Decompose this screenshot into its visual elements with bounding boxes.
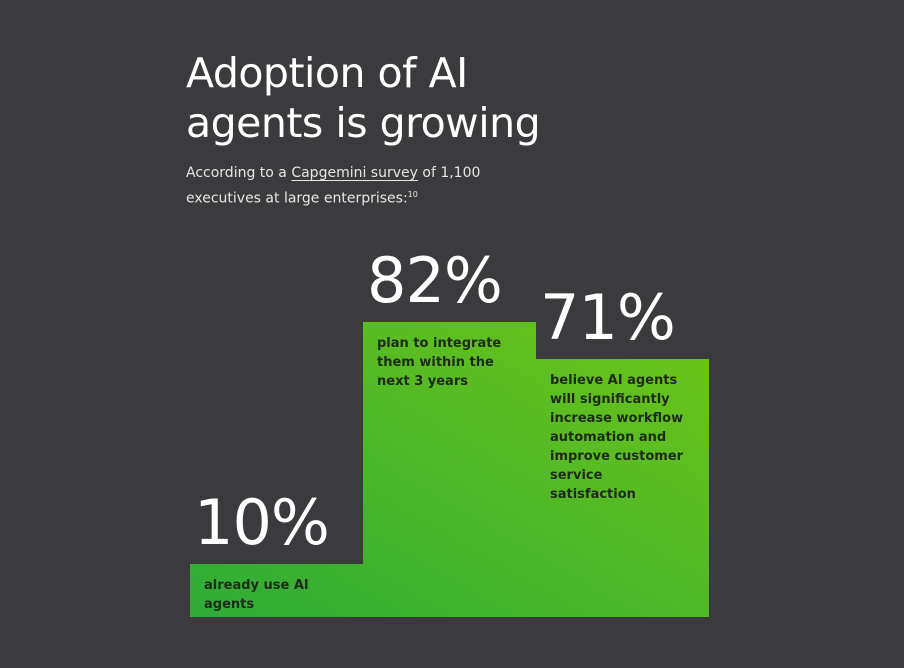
chart-title: Adoption of AI agents is growing [186,49,541,147]
value-label: 71% [540,281,676,355]
subtitle-text: According to a [186,165,287,181]
value-label: 82% [367,244,503,318]
bar [363,322,536,617]
source-link[interactable]: Capgemini survey [291,165,418,181]
footnote-ref: 10 [407,190,418,199]
bar [190,563,363,617]
category-label: believe AI agents will significantly inc… [550,373,684,503]
subtitle: According to a Capgemini survey of 1,100… [186,162,486,210]
category-label: plan to integrate them within the next 3… [377,336,502,390]
value-label: 10% [194,485,330,559]
subtitle-text: of 1,100 executives at large enterprises… [186,165,481,207]
bar [536,359,709,617]
category-label: already use AI agents [204,577,309,612]
